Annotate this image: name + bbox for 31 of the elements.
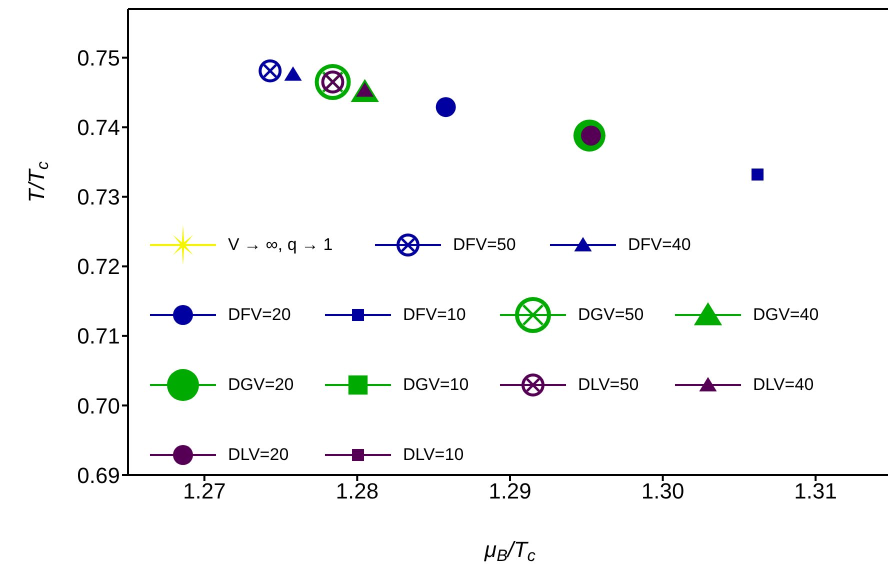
y-tick-label: 0.70	[77, 393, 120, 418]
x-tick-label: 1.30	[641, 478, 684, 504]
y-tick-label: 0.69	[77, 462, 120, 488]
legend-label: DFV=50	[453, 235, 516, 255]
legend-label: V → ∞, q → 1	[228, 235, 333, 255]
y-tick-label: 0.72	[77, 254, 120, 280]
y-tick-label: 0.73	[77, 184, 120, 210]
legend-label: DFV=40	[628, 235, 691, 255]
legend-label: DGV=40	[753, 305, 819, 325]
point	[436, 97, 456, 118]
point	[284, 66, 302, 81]
y-tick-label: 0.75	[77, 45, 120, 70]
legend-label: DFV=10	[403, 305, 466, 325]
legend-label: DGV=50	[578, 305, 644, 325]
x-tick-label: 1.27	[182, 478, 226, 504]
point	[752, 168, 764, 181]
legend-label: DFV=20	[228, 305, 291, 325]
y-tick-label: 0.74	[77, 115, 120, 140]
legend-label: DLV=20	[228, 445, 289, 465]
legend-label: DLV=50	[578, 375, 639, 395]
legend-label: DGV=10	[403, 375, 469, 395]
point	[258, 59, 282, 82]
x-tick-label: 1.31	[794, 478, 838, 504]
legend-label: DLV=40	[753, 375, 814, 395]
x-tick-label: 1.28	[336, 478, 379, 504]
y-tick-label: 0.71	[77, 324, 120, 349]
legend-label: DGV=20	[228, 375, 294, 395]
x-tick-label: 1.29	[488, 478, 532, 504]
point	[314, 64, 351, 100]
x-axis-title: μ$_{B}$/T$_{c}$	[484, 537, 536, 566]
legend-label: DLV=10	[403, 445, 464, 465]
